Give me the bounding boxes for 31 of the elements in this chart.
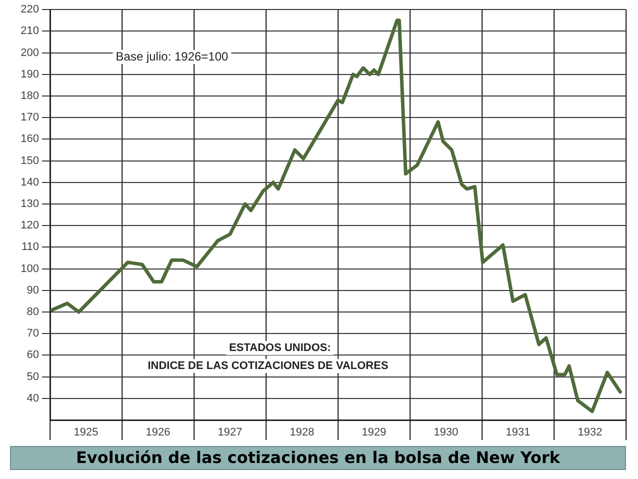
annotation: INDICE DE LAS COTIZACIONES DE VALORES: [148, 360, 388, 372]
y-tick-label: 80: [26, 306, 39, 318]
y-tick-label: 90: [26, 284, 39, 296]
y-tick-label: 210: [20, 25, 39, 38]
y-tick-label: 50: [26, 370, 39, 383]
y-tick-label: 220: [20, 4, 39, 16]
x-tick-label: 1932: [578, 426, 602, 439]
y-tick-label: 70: [26, 328, 39, 340]
y-tick-label: 150: [20, 154, 39, 167]
x-tick-label: 1925: [74, 426, 98, 439]
x-tick-label: 1930: [434, 426, 458, 439]
y-tick-label: 60: [26, 349, 39, 362]
y-tick-label: 170: [20, 112, 39, 124]
x-tick-label: 1931: [506, 426, 530, 439]
x-tick-label: 1929: [362, 426, 386, 439]
x-tick-label: 1927: [218, 426, 242, 439]
y-tick-label: 160: [20, 133, 39, 146]
y-tick-label: 100: [20, 262, 39, 275]
y-tick-label: 180: [20, 90, 39, 102]
y-tick-label: 200: [20, 46, 39, 59]
text: Evolución de las cotizaciones en la bolsa de New York: [10, 446, 626, 470]
y-tick-label: 140: [20, 176, 39, 188]
y-tick-label: 190: [20, 68, 39, 80]
y-tick-label: 110: [21, 241, 39, 254]
y-tick-label: 120: [20, 220, 39, 232]
y-tick-label: 40: [26, 392, 39, 404]
x-tick-label: 1926: [146, 426, 170, 439]
annotation: Base julio: 1926=100: [116, 49, 229, 64]
annotation: ESTADOS UNIDOS:: [229, 342, 331, 354]
y-tick-label: 130: [20, 198, 39, 210]
x-tick-label: 1928: [290, 426, 314, 439]
